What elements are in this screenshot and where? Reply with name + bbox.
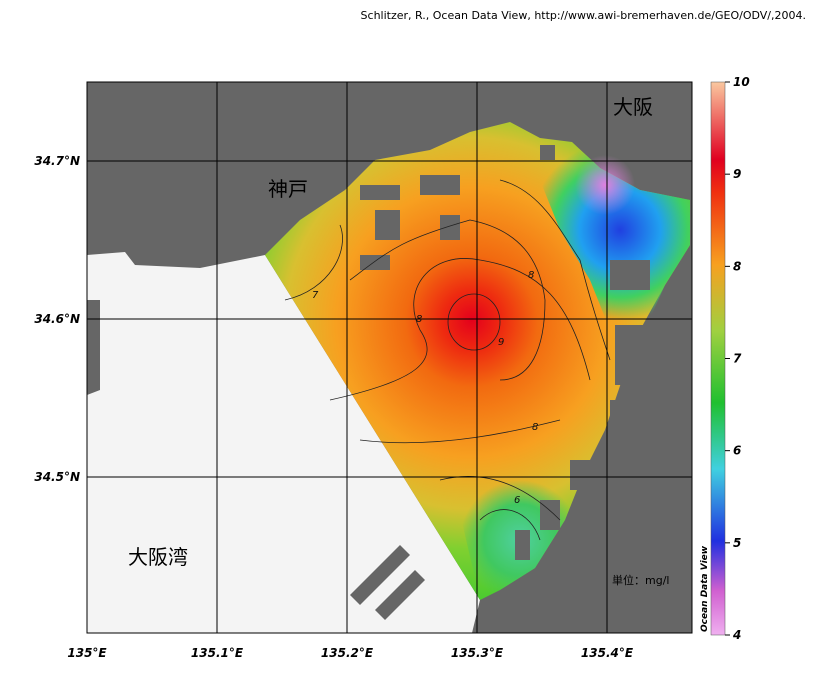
y-axis-label: 34.5°N: [34, 470, 80, 484]
map-frame: [86, 81, 693, 634]
colorbar-tick-label: 7: [733, 352, 742, 366]
colorbar-tick-label: 9: [733, 167, 741, 181]
place-label: 大阪: [613, 95, 653, 119]
colorbar-tick-label: 10: [733, 75, 750, 89]
contours: [284, 179, 611, 541]
x-axis-label: 135°E: [67, 646, 107, 660]
map-area: [87, 82, 692, 633]
unit-label: 単位：mg/l: [612, 573, 669, 587]
place-label: 大阪湾: [128, 545, 188, 569]
contour-label: 8: [416, 314, 422, 325]
colorbar-tick-label: 5: [733, 536, 741, 550]
colorbar-tick-label: 6: [733, 444, 741, 458]
x-axis-label: 135.3°E: [451, 646, 504, 660]
graticule: [87, 82, 692, 633]
x-axis-label: 135.1°E: [191, 646, 244, 660]
colorbar-title: Ocean Data View: [700, 545, 710, 632]
place-label: 神戸: [268, 177, 308, 201]
contour-label: 8: [532, 422, 538, 433]
colorbar-tick-label: 4: [732, 628, 741, 642]
colorbar-tick-label: 8: [733, 259, 741, 273]
x-axis-label: 135.4°E: [581, 646, 634, 660]
credit: Schlitzer, R., Ocean Data View, http://w…: [361, 9, 806, 22]
x-axis-label: 135.2°E: [321, 646, 374, 660]
outer-sea: [87, 252, 480, 633]
contour-label: 7: [312, 290, 319, 301]
contour-label: 8: [528, 270, 534, 281]
very-low-concentration: [575, 155, 635, 215]
y-axis-label: 34.7°N: [34, 154, 80, 168]
coastal-structures: [350, 145, 650, 620]
colorbar: [710, 81, 726, 636]
y-axis-label: 34.6°N: [34, 312, 80, 326]
contour-label: 6: [514, 495, 520, 506]
contour-label: 9: [498, 337, 504, 348]
